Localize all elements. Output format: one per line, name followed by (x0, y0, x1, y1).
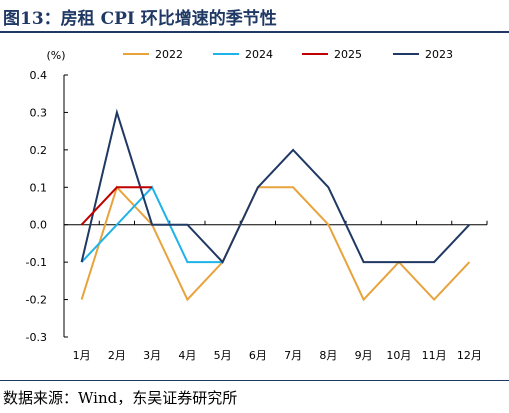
x-tick-label: 1月 (73, 349, 91, 362)
legend: 2022 2024 2025 2023 (123, 48, 453, 61)
series-line-2023 (80, 108, 471, 264)
x-tick-label: 8月 (319, 349, 337, 362)
line-chart: 0.4 0.3 0.2 0.1 0.0 -0.1 -0.2 -0.3 (%) 1月 2月 3月 4月 5月… (26, 48, 488, 362)
y-tick-label: 0.2 (30, 144, 48, 157)
y-tick-label: 0.0 (30, 219, 48, 232)
legend-item-2022: 2022 (123, 48, 183, 61)
x-tick-label: 12月 (457, 349, 482, 362)
x-tick-label: 4月 (178, 349, 196, 362)
x-tick-label: 2月 (108, 349, 126, 362)
legend-label: 2025 (334, 48, 362, 61)
x-tick-label: 7月 (284, 349, 302, 362)
y-tick-label: -0.3 (26, 331, 47, 344)
legend-label: 2023 (425, 48, 453, 61)
x-tick-label: 6月 (249, 349, 267, 362)
source-note: 数据来源：Wind，东吴证券研究所 (3, 389, 238, 407)
x-tick-label: 5月 (214, 349, 232, 362)
legend-item-2023: 2023 (393, 48, 453, 61)
series-lines (80, 108, 471, 302)
y-tick-label: 0.1 (30, 181, 48, 194)
y-tick-label: 0.4 (30, 69, 48, 82)
legend-label: 2022 (155, 48, 183, 61)
title-bar: 图13：房租 CPI 环比增速的季节性 (0, 0, 509, 33)
series-line-2022 (80, 185, 471, 302)
x-tick-label: 9月 (355, 349, 373, 362)
legend-item-2025: 2025 (302, 48, 362, 61)
chart-title: 图13：房租 CPI 环比增速的季节性 (3, 9, 277, 29)
source-bar: 数据来源：Wind，东吴证券研究所 (0, 380, 509, 413)
x-tick-label: 10月 (386, 349, 411, 362)
legend-item-2024: 2024 (213, 48, 273, 61)
legend-label: 2024 (245, 48, 273, 61)
axes: 0.4 0.3 0.2 0.1 0.0 -0.1 -0.2 -0.3 (%) 1月 2月 3月 4月 5月… (26, 49, 488, 362)
y-tick-label: 0.3 (30, 106, 48, 119)
y-tick-label: -0.2 (26, 294, 47, 307)
x-tick-label: 11月 (422, 349, 447, 362)
x-tick-label: 3月 (143, 349, 161, 362)
y-unit-label: (%) (46, 49, 65, 62)
y-tick-label: -0.1 (26, 256, 47, 269)
series-line-2025 (80, 186, 153, 226)
